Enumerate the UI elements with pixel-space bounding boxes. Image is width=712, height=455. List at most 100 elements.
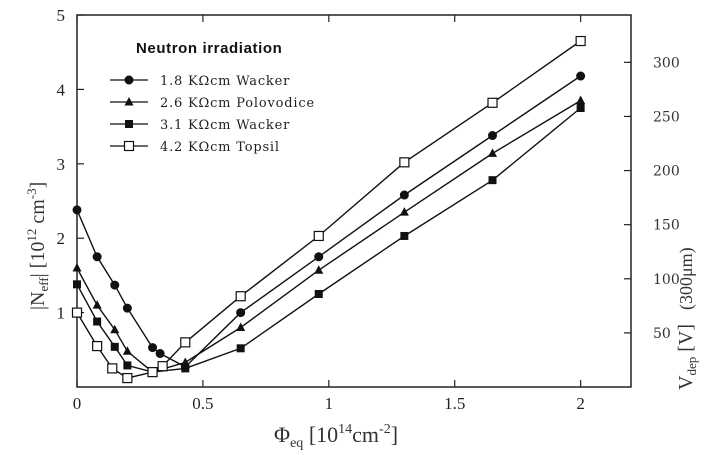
y-left-tick-label: 5 <box>57 6 66 25</box>
data-point <box>180 337 191 348</box>
series-2 <box>72 95 586 376</box>
data-point <box>400 231 409 240</box>
legend-label: 1.8 KΩcm Wacker <box>160 74 290 89</box>
data-point <box>148 343 158 353</box>
x-tick-label: 1 <box>325 394 334 413</box>
data-point <box>236 322 246 331</box>
data-point <box>155 349 165 359</box>
y-axis-right-title: Vdep [V] (300μm) <box>675 247 699 390</box>
series-1 <box>72 71 586 372</box>
data-point <box>92 300 102 309</box>
data-point <box>399 157 410 168</box>
data-point <box>180 357 190 366</box>
data-point <box>122 303 132 313</box>
x-axis-title: Φeq [1014cm-2] <box>274 422 398 451</box>
legend-swatch-marker <box>123 140 135 152</box>
data-point <box>488 176 497 185</box>
data-point <box>107 363 118 374</box>
x-tick-label: 1.5 <box>444 394 465 413</box>
data-point <box>122 372 133 384</box>
y-axis-left-title-sub: eff <box>36 277 51 292</box>
y-axis-left-ticks: 1 2 3 4 5 <box>57 6 84 323</box>
y-axis-right-title-unit: [V] <box>675 324 697 357</box>
legend-label: 2.6 KΩcm Polovodice <box>160 96 315 111</box>
x-axis-title-open: [10 <box>303 422 338 447</box>
data-point <box>72 205 82 215</box>
series-line <box>76 107 582 373</box>
data-point <box>72 262 82 272</box>
data-point <box>181 364 190 373</box>
y-left-tick-label: 4 <box>57 80 66 99</box>
y-right-tick-label: 300 <box>653 55 680 71</box>
y-right-tick-label: 250 <box>653 109 680 125</box>
y-axis-left-title-unit-sup: -3 <box>24 188 39 199</box>
legend-swatch-marker <box>124 75 134 85</box>
series-layer <box>71 35 586 384</box>
data-point <box>488 148 497 157</box>
y-axis-right-title-main: V <box>675 375 697 390</box>
data-point <box>576 104 585 112</box>
series-3 <box>73 104 585 377</box>
x-tick-label: 2 <box>576 394 585 413</box>
x-axis-title-unit-sup: -2 <box>379 422 391 437</box>
data-point <box>399 190 409 200</box>
series-4 <box>71 35 586 384</box>
y-axis-left-title-mid: | [10 <box>27 242 49 278</box>
data-point <box>71 307 83 318</box>
series-line <box>76 99 581 373</box>
y-right-tick-label: 150 <box>653 218 680 234</box>
y-axis-left-title-unit: cm <box>27 199 49 229</box>
data-point <box>235 291 246 302</box>
y-axis-right-title-extra: (300μm) <box>676 247 697 310</box>
y-left-tick-label: 3 <box>57 155 66 174</box>
legend-label: 4.2 KΩcm Topsil <box>160 140 280 155</box>
legend-swatch-marker <box>125 120 133 128</box>
data-point <box>313 230 324 242</box>
data-point <box>92 252 102 262</box>
y-right-tick-label: 200 <box>653 164 680 180</box>
x-axis-title-unit: cm <box>352 422 379 447</box>
data-point <box>92 340 103 352</box>
data-point <box>110 324 120 334</box>
y-axis-left-title-suffix: ] <box>27 182 49 189</box>
y-axis-left-title-prefix: |N <box>27 292 49 310</box>
y-axis-right-title-sub: dep <box>684 357 699 376</box>
y-axis-left-title: |Neff| [1012 cm-3] <box>24 182 51 310</box>
y-axis-left-title-sup: 12 <box>24 229 39 242</box>
legend-swatch-marker <box>124 97 134 106</box>
data-point <box>93 317 102 326</box>
y-axis-right-ticks: 50 100 150 200 250 300 <box>624 55 680 342</box>
data-point <box>488 131 497 141</box>
data-point <box>314 265 324 274</box>
data-point <box>157 361 168 372</box>
y-right-tick-label: 100 <box>653 272 680 288</box>
x-axis-ticks: 0 0.5 1 1.5 2 <box>73 15 585 413</box>
data-point <box>147 367 158 378</box>
data-point <box>122 346 132 355</box>
data-point <box>236 344 245 353</box>
legend-items: 1.8 KΩcm Wacker 2.6 KΩcm Polovodice 3.1 KΩ… <box>110 74 315 155</box>
data-point <box>123 361 132 370</box>
y-left-tick-label: 2 <box>57 229 66 248</box>
series-line <box>76 40 582 379</box>
x-axis-title-sup: 14 <box>338 422 352 437</box>
data-point <box>236 308 246 318</box>
legend-label: 3.1 KΩcm Wacker <box>160 118 290 133</box>
data-point <box>399 207 409 216</box>
legend-item: 1.8 KΩcm Wacker <box>110 74 290 89</box>
data-point <box>487 97 498 108</box>
data-point <box>110 342 119 351</box>
y-right-tick-label: 50 <box>653 326 671 342</box>
x-tick-label: 0 <box>73 394 82 413</box>
legend-item: 4.2 KΩcm Topsil <box>110 140 280 155</box>
y-left-tick-label: 1 <box>57 304 66 323</box>
x-axis-title-close: ] <box>391 422 398 447</box>
data-point <box>314 252 324 262</box>
x-axis-title-sub: eq <box>290 436 303 451</box>
series-line <box>76 75 581 368</box>
data-point <box>575 35 586 47</box>
legend-item: 2.6 KΩcm Polovodice <box>110 96 315 111</box>
data-point <box>110 280 120 290</box>
data-point <box>576 71 586 81</box>
